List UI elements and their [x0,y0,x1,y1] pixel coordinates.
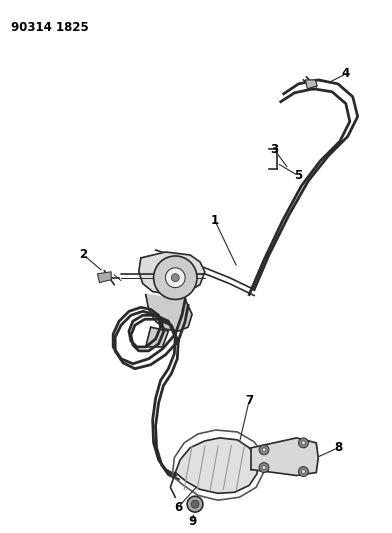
Text: 6: 6 [174,500,182,514]
Polygon shape [146,295,192,331]
Text: 5: 5 [294,169,303,182]
Circle shape [191,500,199,508]
Circle shape [154,256,197,300]
Circle shape [301,441,305,445]
Polygon shape [139,252,205,295]
Circle shape [259,463,269,473]
Circle shape [187,496,203,512]
Circle shape [299,438,309,448]
Text: 8: 8 [334,441,342,454]
Text: 1: 1 [211,214,219,227]
Polygon shape [251,438,318,475]
Circle shape [165,268,185,288]
Text: 3: 3 [270,143,278,156]
Circle shape [262,466,266,470]
Circle shape [171,274,179,281]
Text: 2: 2 [80,248,88,262]
Polygon shape [146,327,169,347]
Polygon shape [98,272,111,282]
Circle shape [301,470,305,473]
Circle shape [299,466,309,477]
Circle shape [259,445,269,455]
Circle shape [262,448,266,452]
Text: 7: 7 [245,394,253,407]
Text: 9: 9 [188,515,196,529]
Text: 4: 4 [342,68,350,80]
Text: 90314 1825: 90314 1825 [11,21,89,34]
Polygon shape [305,80,317,89]
Polygon shape [175,438,257,493]
